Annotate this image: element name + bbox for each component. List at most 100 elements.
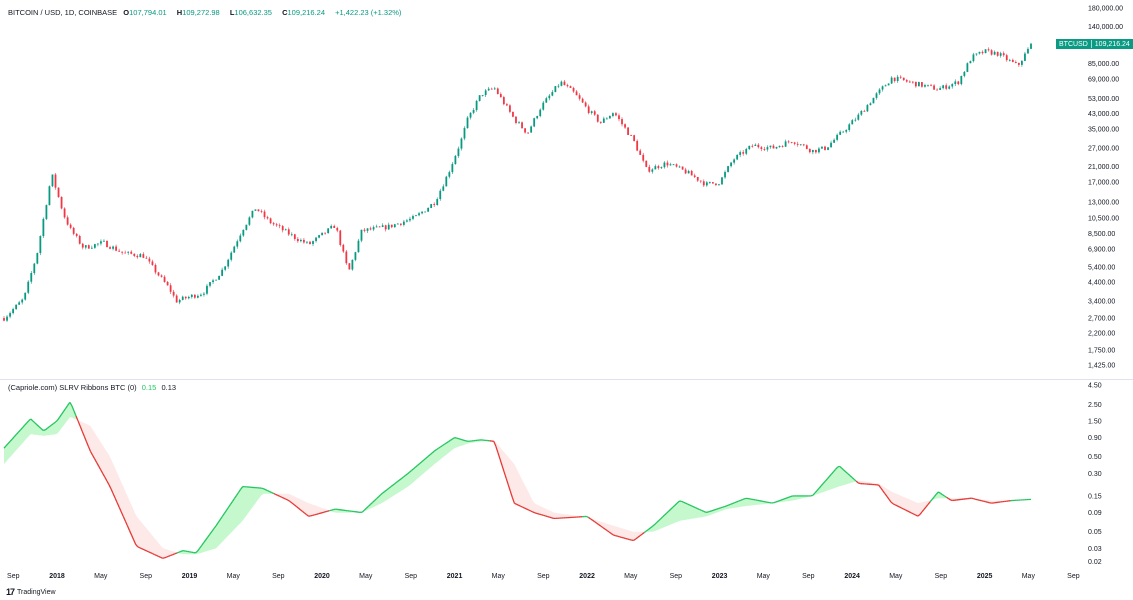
candle — [203, 291, 205, 297]
tradingview-logo[interactable]: 17 TradingView — [6, 587, 56, 597]
ribbon-line-segment — [884, 493, 888, 497]
ribbon-line-segment — [822, 480, 826, 485]
ribbon-line-segment — [514, 502, 517, 505]
candle — [778, 145, 781, 148]
candle — [921, 81, 923, 88]
candle — [218, 275, 220, 280]
time-axis[interactable]: Sep 2018 May Sep 2019 May Sep 2020 May Sep 2021 May… — [7, 573, 1080, 580]
candle — [818, 147, 820, 154]
candle — [378, 226, 381, 228]
ribbon-line-segment — [333, 508, 336, 511]
indicator-pane[interactable] — [3, 401, 1032, 559]
candle — [421, 210, 423, 215]
ribbon-line-segment — [265, 489, 268, 492]
ribbon-line-segment — [271, 491, 274, 495]
ribbon-line-segment — [32, 420, 36, 424]
ribbon-line-segment — [231, 498, 236, 502]
ribbon-line-segment — [104, 476, 108, 482]
time-tick-label: Sep — [935, 573, 948, 580]
candle — [587, 104, 590, 115]
candle — [333, 224, 336, 229]
ribbon-line-segment — [65, 404, 69, 409]
time-tick-label: Sep — [1067, 573, 1080, 580]
ribbon-line-segment — [740, 498, 744, 501]
candle — [299, 238, 302, 243]
ribbon-line-segment — [229, 501, 233, 505]
candle — [339, 229, 342, 247]
ribbon-line-segment — [503, 471, 507, 479]
ribbon-line-segment — [919, 511, 923, 515]
candle — [45, 204, 48, 221]
candle — [121, 251, 124, 255]
ribbon-line-segment — [913, 513, 917, 516]
candle — [481, 94, 484, 97]
ribbon-line-segment — [839, 465, 843, 469]
price-axis[interactable]: 180,000.00 140,000.00 85,000.00 69,000.00 53… — [1088, 6, 1123, 370]
indicator-title: (Capriole.com) SLRV Ribbons BTC (0) — [8, 383, 137, 392]
ribbon-line-segment — [310, 514, 313, 517]
indicator-axis[interactable]: 4.50 2.50 1.50 0.90 0.50 0.30 0.15 0.09 0.05 0.03… — [1088, 383, 1102, 566]
candle — [766, 145, 769, 152]
candle — [369, 226, 372, 231]
candle — [90, 245, 93, 250]
candle — [312, 240, 314, 247]
ribbon-line-segment — [431, 450, 435, 454]
ribbon-line-segment — [709, 510, 713, 512]
ribbon-line-segment — [676, 500, 680, 504]
ribbon-line-segment — [380, 492, 384, 496]
ribbon-line-segment — [219, 516, 223, 521]
ribbon-line-segment — [442, 443, 445, 447]
candle — [578, 93, 581, 101]
ribbon-line-segment — [464, 439, 468, 442]
candle — [830, 140, 832, 148]
tradingview-name: TradingView — [17, 588, 56, 596]
price-tick-label: 35,000.00 — [1088, 126, 1119, 133]
candle — [296, 236, 299, 243]
symbol-legend[interactable]: BITCOIN / USD, 1D, COINBASE O107,794.01 … — [8, 8, 405, 17]
ribbon-line-segment — [87, 446, 92, 452]
ribbon-line-segment — [277, 494, 281, 497]
candle — [484, 89, 487, 97]
candle — [1024, 51, 1026, 62]
candle — [939, 86, 942, 90]
candle — [490, 87, 493, 90]
candle — [175, 294, 178, 303]
candle — [436, 197, 439, 206]
candle — [854, 117, 857, 122]
indicator-tick-label: 4.50 — [1088, 383, 1102, 390]
ribbon-line-segment — [880, 487, 884, 492]
candle — [424, 211, 427, 213]
ribbon-line-segment — [81, 430, 85, 437]
ohlc-close: C109,216.24 — [282, 8, 326, 17]
ribbon-line-segment — [435, 447, 439, 451]
price-pane[interactable] — [3, 42, 1032, 322]
ribbon-line-segment — [693, 506, 696, 509]
ribbon-line-segment — [892, 503, 896, 506]
ribbon-line-segment — [810, 494, 814, 497]
ribbon-line-segment — [93, 458, 98, 463]
indicator-legend[interactable]: (Capriole.com) SLRV Ribbons BTC (0) 0.15… — [8, 383, 176, 392]
ohlc-low: L106,632.35 — [229, 8, 272, 17]
candle — [393, 223, 396, 228]
candle — [733, 158, 736, 165]
ribbon-line-segment — [378, 494, 382, 498]
time-tick-label: Sep — [802, 573, 815, 580]
candle — [251, 210, 254, 219]
indicator-tick-label: 2.50 — [1088, 402, 1102, 409]
candle — [230, 251, 233, 262]
candle — [881, 85, 884, 92]
candle — [530, 125, 533, 133]
ribbon-line-segment — [720, 506, 723, 509]
ribbon-line-segment — [518, 504, 521, 507]
candle — [933, 84, 935, 90]
ohlc-high: H109,272.98 — [176, 8, 220, 17]
ribbon-line-segment — [987, 501, 990, 504]
candle — [696, 176, 699, 183]
ribbon-line-segment — [682, 501, 686, 504]
candle — [605, 117, 608, 120]
price-tick-label: 1,750.00 — [1088, 348, 1115, 355]
candle — [727, 165, 729, 173]
ribbon-line-segment — [34, 422, 38, 426]
candle — [969, 60, 972, 64]
